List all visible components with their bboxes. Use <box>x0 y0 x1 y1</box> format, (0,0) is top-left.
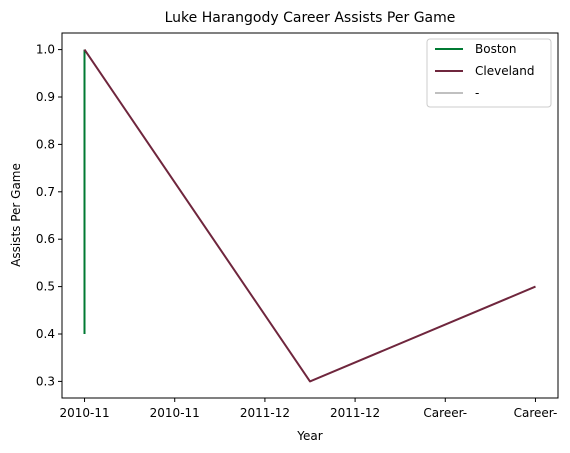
x-axis-label: Year <box>296 429 322 443</box>
chart-title: Luke Harangody Career Assists Per Game <box>165 10 456 26</box>
x-tick-label: 2010-11 <box>150 406 200 420</box>
y-tick-label: 0.3 <box>36 374 55 388</box>
legend: Boston Cleveland - <box>426 38 552 108</box>
y-axis-label: Assists Per Game <box>9 163 23 267</box>
x-tick-label: Career- <box>514 406 558 420</box>
legend-label-1: Cleveland <box>475 64 535 78</box>
x-tick-label: 2010-11 <box>59 406 109 420</box>
x-axis: 2010-11 2010-11 2011-12 2011-12 Career- Caree… <box>59 398 557 420</box>
legend-label-0: Boston <box>475 42 516 56</box>
y-tick-label: 0.7 <box>36 185 55 199</box>
y-axis: 0.3 0.4 0.5 0.6 0.7 0.8 0.9 1.0 <box>36 43 62 388</box>
legend-box <box>426 38 552 108</box>
series-line-1 <box>83 49 536 383</box>
y-tick-label: 0.6 <box>36 232 55 246</box>
x-tick-label: 2011-12 <box>240 406 290 420</box>
y-tick-label: 0.4 <box>36 327 55 341</box>
y-tick-label: 0.9 <box>36 90 55 104</box>
y-tick-label: 0.5 <box>36 280 55 294</box>
y-tick-label: 1.0 <box>36 43 55 57</box>
plot-series <box>83 49 536 383</box>
plot-frame <box>61 32 559 399</box>
x-tick-label: 2011-12 <box>330 406 380 420</box>
legend-label-2: - <box>475 86 479 100</box>
y-tick-label: 0.8 <box>36 137 55 151</box>
x-tick-label: Career- <box>423 406 467 420</box>
